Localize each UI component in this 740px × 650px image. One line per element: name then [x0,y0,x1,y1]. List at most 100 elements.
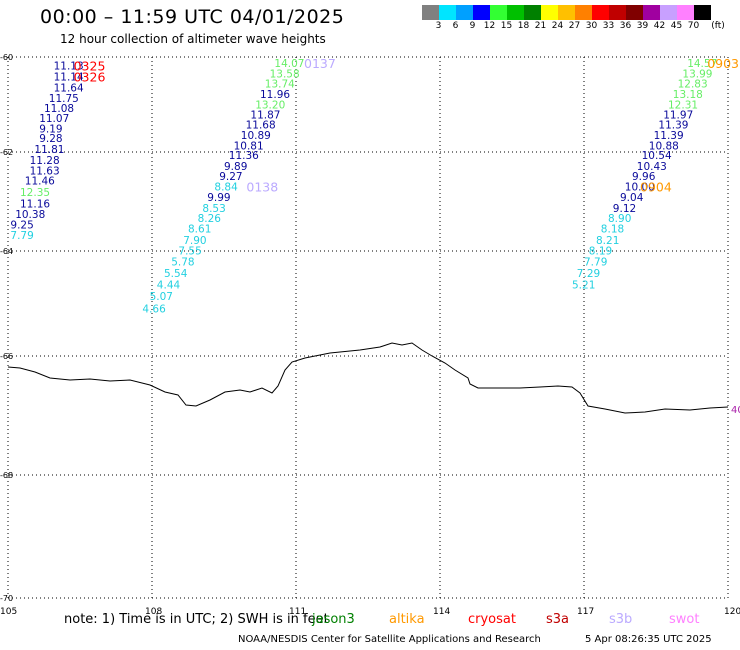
wave-height-value: 5.07 [150,291,173,303]
longitude-label: 117 [577,607,594,617]
wave-height-value: 11.87 [250,109,280,121]
pass-time-label: 0325 [74,59,106,74]
color-scale-swatch [422,5,439,20]
wave-height-value: 11.63 [30,165,60,177]
wave-height-value: 8.19 [589,246,612,258]
color-scale-swatch [456,5,473,20]
wave-height-value: 8.26 [198,213,222,225]
wave-height-value: 11.64 [54,82,84,94]
pass-time-label: 0903 [707,56,739,71]
wave-height-value: 7.79 [10,230,33,242]
color-scale-label: 6 [452,21,459,31]
pass-time-label: 0137 [304,56,336,71]
wave-height-value: 10.54 [642,150,672,162]
color-scale-label: 18 [517,21,530,31]
pass-time-label: 0326 [74,69,106,84]
antarctic-coastline [7,342,729,414]
wave-height-value: 11.96 [260,89,290,101]
wave-height-value: 13.74 [265,79,295,91]
wave-height-value: 12.83 [678,79,708,91]
coastline-path [7,342,729,414]
wave-height-value: 11.08 [44,103,74,115]
wave-height-value: 13.99 [682,69,712,81]
page-title: 00:00 – 11:59 UTC 04/01/2025 [40,6,345,28]
color-scale-label: 39 [636,21,649,31]
satellite-legend-item: s3a [546,612,570,627]
wave-height-value: 11.16 [20,198,50,210]
wave-height-value: 13.20 [255,99,285,111]
map-grid: 105 108 111 114 117 120 -60 -62 -64 -66 -68 -70 [0,53,740,617]
color-scale-label: 45 [670,21,683,31]
satellite-legend-item: jason3 [312,612,355,627]
wave-height-value: 9.99 [207,192,230,204]
color-scale-swatch [694,5,711,20]
color-scale-label: 3 [435,21,442,31]
footer-generated-date: 5 Apr 08:26:35 UTC 2025 [585,634,712,645]
color-scale-swatch [575,5,592,20]
wave-height-value: 5.78 [171,257,194,269]
latitude-label: -66 [0,352,13,361]
wave-height-value: 9.04 [620,192,644,204]
wave-height-value: 10.38 [15,209,45,221]
pass-time-label: 0904 [640,180,672,195]
satellite-legend-item: cryosat [468,612,516,627]
color-scale-swatch [507,5,524,20]
longitude-label: 108 [145,607,162,617]
wave-height-value: 11.28 [30,155,60,167]
wave-height-value: 9.27 [219,171,242,183]
wave-height-value: 4.66 [142,303,166,315]
satellite-legend-item: s3b [609,612,633,627]
wave-height-value: 10.81 [234,140,264,152]
wave-height-value: 4.44 [157,280,181,292]
latitude-label: -68 [0,471,13,480]
altimeter-tracks: 11.1311.1411.6411.7511.0811.079.199.2811… [10,56,740,416]
wave-height-value: 8.53 [202,203,225,215]
color-scale-label: 36 [619,21,632,31]
wave-height-value: 11.46 [25,176,55,188]
footer-credit: NOAA/NESDIS Center for Satellite Applica… [238,634,541,645]
longitude-label: 114 [433,607,450,617]
color-scale-swatch [524,5,541,20]
wave-height-value: 11.14 [54,71,84,83]
color-scale-label: 12 [483,21,496,31]
wave-height-value: 11.75 [49,93,79,105]
color-scale-label: 70 [687,21,700,31]
wave-height-value: 9.25 [10,219,33,231]
wave-height-value: 11.97 [663,109,693,121]
latitude-label: -64 [0,247,13,256]
wave-height-value: 9.96 [632,171,656,183]
wave-height-value: 13.18 [673,89,703,101]
longitude-label: 105 [0,607,17,617]
color-scale-swatch [439,5,456,20]
wave-height-value: 10.43 [637,161,667,173]
color-scale-label: 30 [585,21,598,31]
color-scale-label: 15 [500,21,513,31]
color-scale-label: 33 [602,21,615,31]
wave-height-value: 14.57 [687,58,717,70]
color-scale-swatch [541,5,558,20]
color-scale-swatch [592,5,609,20]
wave-height-value: 9.12 [613,203,636,215]
color-scale-swatch [609,5,626,20]
wave-height-value: 9.28 [39,133,62,145]
color-scale-swatch [473,5,490,20]
satellite-legend-item: swot [669,612,700,627]
latitude-label: -62 [0,148,13,157]
color-scale-swatch [558,5,575,20]
color-scale-swatch [490,5,507,20]
wave-height-value: 8.18 [601,224,624,236]
wave-height-value: 9.19 [39,124,62,136]
satellite-legend-item: altika [389,612,425,627]
longitude-label: 111 [289,607,306,617]
wave-height-value: 12.35 [20,187,50,199]
wave-height-value: 7.90 [183,235,206,247]
wave-height-value: 10.89 [241,130,271,142]
wave-height-value: 5.21 [572,280,595,292]
wave-height-value: 11.39 [658,119,688,131]
edge-value-label: 40 [731,405,740,416]
page-subtitle: 12 hour collection of altimeter wave hei… [60,32,326,46]
wave-height-value: 11.81 [34,144,64,156]
wave-height-value: 7.79 [584,257,607,269]
